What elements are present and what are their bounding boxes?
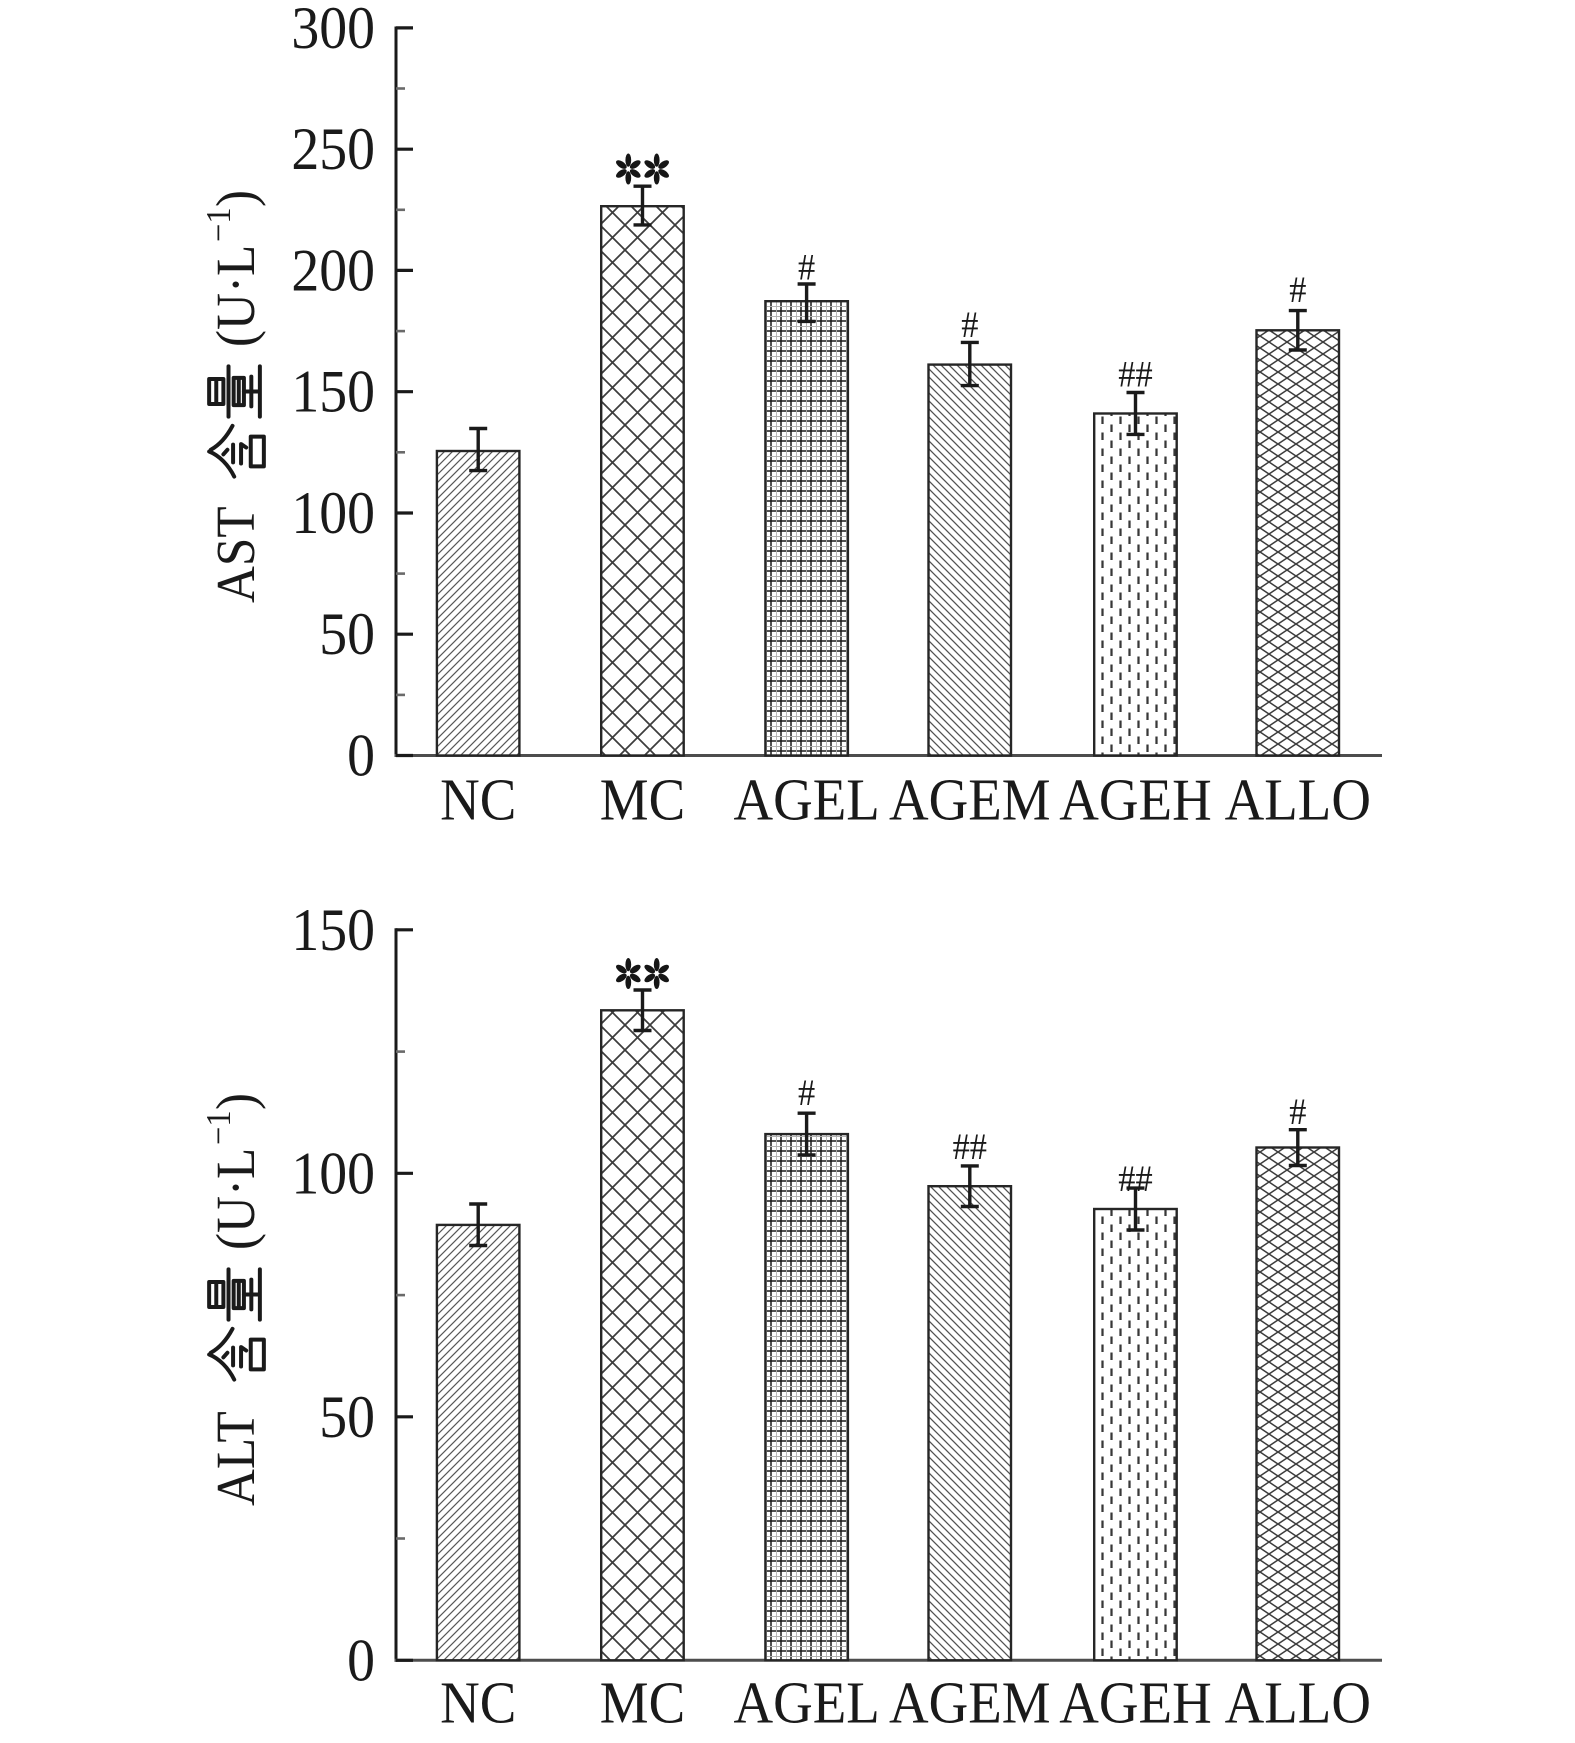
svg-text:NC: NC xyxy=(440,1671,516,1736)
svg-text:150: 150 xyxy=(291,896,375,963)
svg-text:100: 100 xyxy=(291,479,375,546)
svg-text:−1: −1 xyxy=(200,1110,238,1145)
svg-text:AGEL: AGEL xyxy=(733,1671,879,1736)
svg-text:250: 250 xyxy=(291,115,375,182)
svg-text:ALLO: ALLO xyxy=(1225,768,1371,833)
svg-text:MC: MC xyxy=(600,1671,685,1736)
svg-text:AGEH: AGEH xyxy=(1059,1671,1211,1736)
svg-text:#: # xyxy=(798,1072,815,1113)
svg-text:#: # xyxy=(1289,1091,1306,1132)
svg-text:#: # xyxy=(970,1126,987,1167)
svg-text:−1: −1 xyxy=(200,207,238,242)
svg-text:AGEL: AGEL xyxy=(733,768,879,833)
svg-text:#: # xyxy=(1118,1158,1135,1199)
svg-text:#: # xyxy=(1135,353,1152,394)
svg-text:): ) xyxy=(206,190,266,207)
svg-text:ALT: ALT xyxy=(206,1411,266,1506)
svg-text:#: # xyxy=(953,1126,970,1167)
svg-text:#: # xyxy=(961,304,978,345)
svg-text:ALLO: ALLO xyxy=(1225,1671,1371,1736)
svg-text:150: 150 xyxy=(291,358,375,425)
svg-text:200: 200 xyxy=(291,237,375,304)
svg-text:0: 0 xyxy=(347,722,375,789)
svg-text:MC: MC xyxy=(600,768,685,833)
svg-text:0: 0 xyxy=(347,1626,375,1693)
svg-text:50: 50 xyxy=(319,1383,375,1450)
svg-text:(U·L: (U·L xyxy=(206,245,266,347)
svg-text:50: 50 xyxy=(319,600,375,667)
svg-text:#: # xyxy=(1289,269,1306,310)
svg-text:#: # xyxy=(1118,353,1135,394)
svg-text:(U·L: (U·L xyxy=(206,1148,266,1250)
svg-text:300: 300 xyxy=(291,0,375,61)
svg-text:#: # xyxy=(798,247,815,288)
svg-text:AGEM: AGEM xyxy=(889,1671,1051,1736)
svg-text:AGEM: AGEM xyxy=(889,768,1051,833)
svg-text:AST: AST xyxy=(206,506,266,603)
svg-text:NC: NC xyxy=(440,768,516,833)
svg-text:AGEH: AGEH xyxy=(1059,768,1211,833)
svg-text:): ) xyxy=(206,1093,266,1110)
svg-text:100: 100 xyxy=(291,1139,375,1206)
svg-text:#: # xyxy=(1135,1158,1152,1199)
